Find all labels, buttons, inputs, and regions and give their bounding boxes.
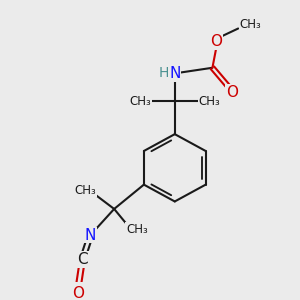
Text: CH₃: CH₃ bbox=[129, 95, 151, 108]
Text: CH₃: CH₃ bbox=[75, 184, 96, 197]
Text: CH₃: CH₃ bbox=[199, 95, 220, 108]
Text: O: O bbox=[210, 34, 222, 49]
Text: N: N bbox=[169, 66, 181, 81]
Text: C: C bbox=[77, 252, 88, 267]
Text: O: O bbox=[226, 85, 238, 100]
Text: H: H bbox=[159, 66, 169, 80]
Text: O: O bbox=[73, 286, 85, 300]
Text: CH₃: CH₃ bbox=[239, 18, 261, 31]
Text: N: N bbox=[85, 228, 96, 243]
Text: CH₃: CH₃ bbox=[126, 223, 148, 236]
